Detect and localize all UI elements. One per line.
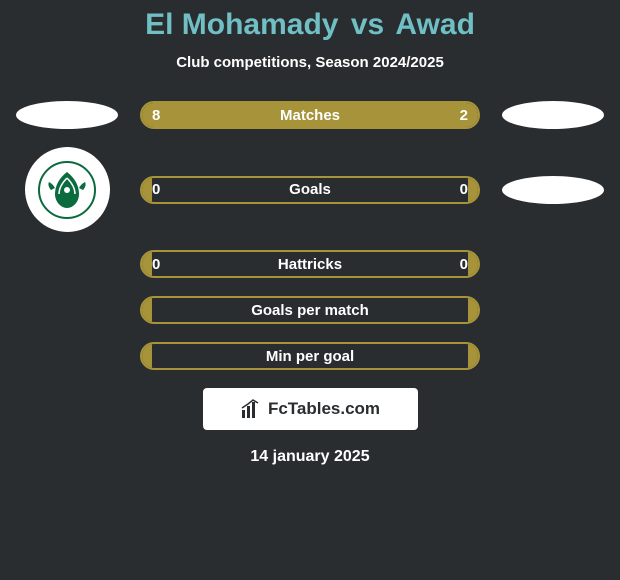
stat-row-hattricks: 0 Hattricks 0 [0,250,620,278]
subtitle: Club competitions, Season 2024/2025 [0,54,620,71]
player1-name: El Mohamady [145,8,338,41]
stat-right-value: 0 [460,256,468,273]
player2-avatar-slot [498,101,608,129]
stat-label: Goals [142,181,478,198]
stat-bar: Goals per match [140,296,480,324]
bar-chart-icon [240,398,262,420]
brand-text: FcTables.com [268,399,380,419]
player1-club-slot [12,147,122,232]
eagle-crest-icon [37,160,97,220]
stat-right-value: 0 [460,181,468,198]
stat-label: Matches [142,107,478,124]
player2-avatar-placeholder [502,101,604,129]
title: El Mohamady vs Awad [0,8,620,42]
date-label: 14 january 2025 [0,448,620,466]
stat-label: Goals per match [142,302,478,319]
player2-name: Awad [395,8,474,41]
vs-label: vs [351,8,384,41]
stat-bar: Min per goal [140,342,480,370]
stat-row-mpg: Min per goal [0,342,620,370]
stat-bar: 0 Goals 0 [140,176,480,204]
stat-row-gpm: Goals per match [0,296,620,324]
stat-label: Hattricks [142,256,478,273]
stat-bar: 8 Matches 2 [140,101,480,129]
brand-box: FcTables.com [203,388,418,430]
player2-club-placeholder [502,176,604,204]
stat-right-value: 2 [460,107,468,124]
comparison-card: El Mohamady vs Awad Club competitions, S… [0,0,620,466]
stat-bar: 0 Hattricks 0 [140,250,480,278]
player2-club-slot [498,176,608,204]
stat-row-goals: 0 Goals 0 [0,147,620,232]
player1-avatar-slot [12,101,122,129]
player1-club-badge [25,147,110,232]
stat-row-matches: 8 Matches 2 [0,101,620,129]
stat-label: Min per goal [142,348,478,365]
player1-avatar-placeholder [16,101,118,129]
